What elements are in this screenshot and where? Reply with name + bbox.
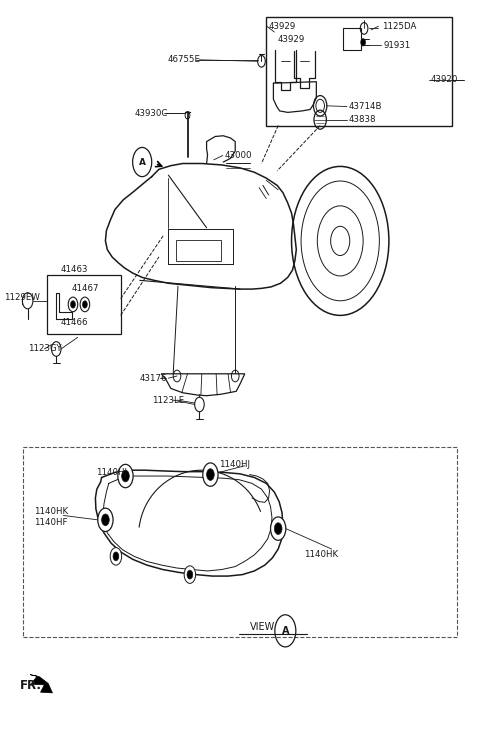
Text: 43176: 43176: [140, 374, 168, 383]
Circle shape: [187, 570, 193, 579]
Circle shape: [271, 517, 286, 540]
Polygon shape: [161, 374, 245, 396]
Text: 43000: 43000: [225, 151, 252, 160]
Text: 1125DA: 1125DA: [382, 22, 417, 31]
Text: 1140HK: 1140HK: [304, 550, 338, 559]
Circle shape: [361, 39, 365, 46]
Bar: [23, 447, 457, 637]
Text: 41463: 41463: [61, 265, 88, 274]
Text: 43920: 43920: [431, 75, 458, 84]
Circle shape: [206, 468, 214, 480]
Circle shape: [113, 552, 119, 561]
Bar: [47, 275, 120, 334]
Text: A: A: [139, 158, 145, 166]
Text: 1140HK: 1140HK: [34, 507, 68, 515]
Text: A: A: [282, 626, 289, 636]
Circle shape: [121, 470, 129, 482]
Bar: [343, 29, 361, 51]
Text: 43930C: 43930C: [135, 108, 168, 117]
Circle shape: [110, 548, 121, 565]
Circle shape: [203, 463, 218, 486]
Text: 43838: 43838: [349, 115, 376, 124]
Text: FR.: FR.: [20, 679, 42, 692]
Text: 1140HF: 1140HF: [34, 518, 67, 527]
Circle shape: [98, 508, 113, 531]
Bar: [176, 240, 221, 261]
Text: 1123GY: 1123GY: [28, 345, 61, 353]
Circle shape: [102, 514, 109, 526]
Text: 1129EW: 1129EW: [4, 293, 40, 302]
Text: 43929: 43929: [269, 22, 296, 31]
Text: 43929: 43929: [277, 35, 304, 44]
Circle shape: [275, 523, 282, 534]
Text: 41466: 41466: [61, 318, 88, 327]
Bar: [266, 18, 452, 125]
Text: 41467: 41467: [72, 284, 99, 293]
Circle shape: [71, 301, 75, 308]
Polygon shape: [30, 674, 52, 693]
Text: 1140HJ: 1140HJ: [218, 460, 250, 469]
Text: 46755E: 46755E: [168, 55, 201, 65]
Circle shape: [83, 301, 87, 308]
Text: 1123LE: 1123LE: [152, 396, 184, 405]
Text: 1140HJ: 1140HJ: [96, 468, 127, 477]
Text: 43714B: 43714B: [349, 102, 382, 111]
Circle shape: [184, 566, 196, 583]
Circle shape: [118, 464, 133, 487]
Text: VIEW: VIEW: [250, 622, 275, 632]
Text: 91931: 91931: [383, 41, 410, 50]
